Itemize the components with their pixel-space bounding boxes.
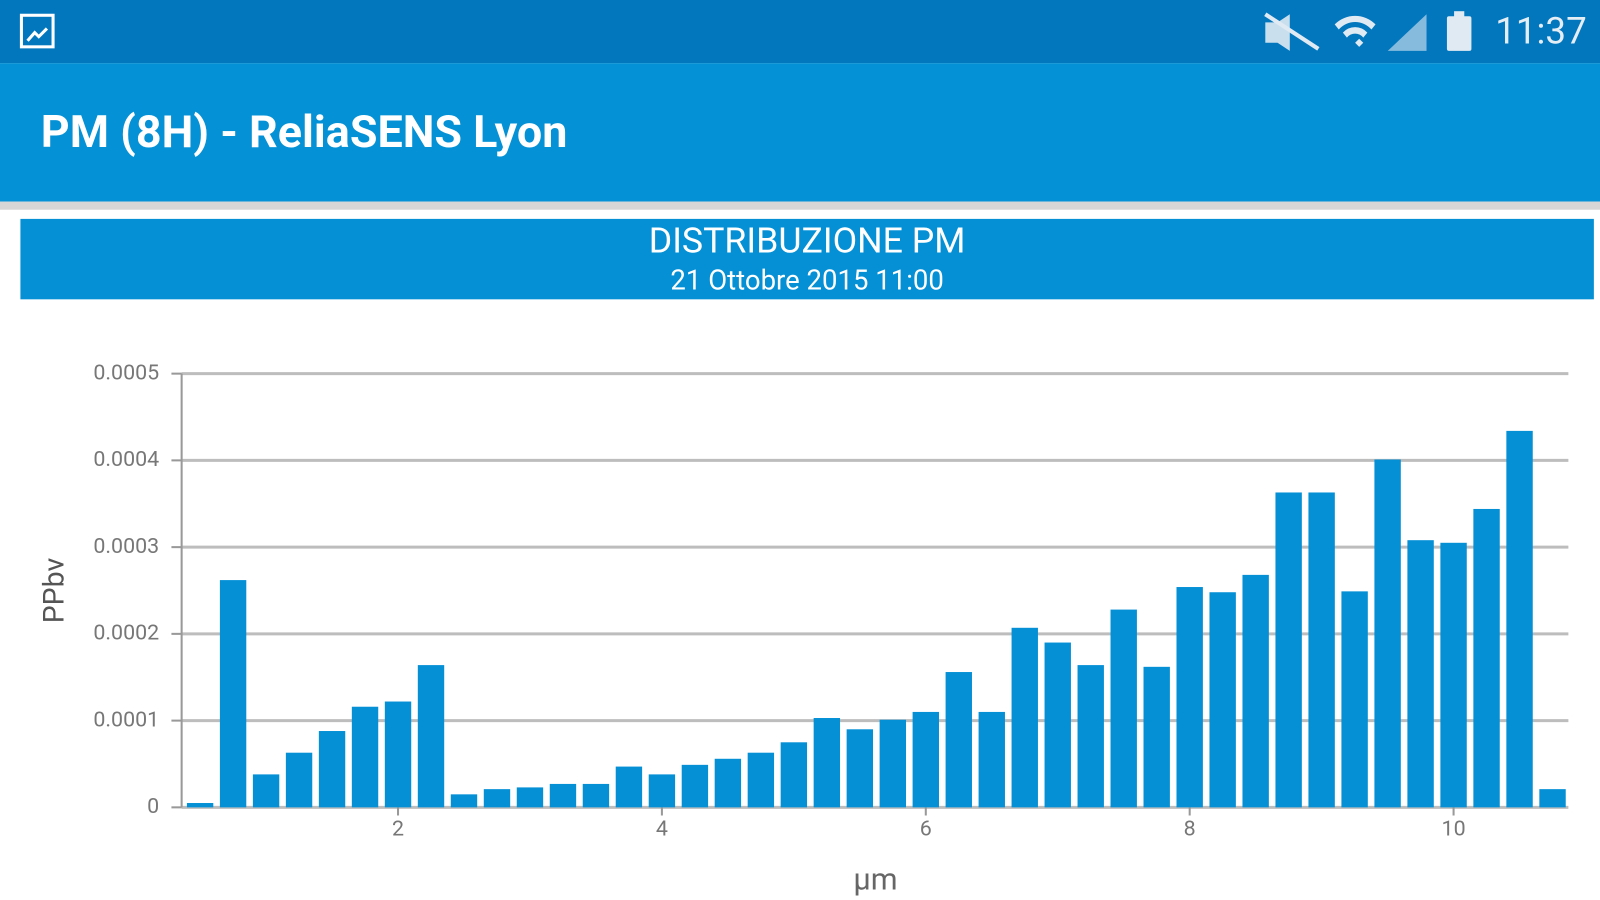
bar <box>1044 642 1071 808</box>
x-axis-label: µm <box>853 863 897 898</box>
bar <box>1440 542 1467 808</box>
y-tick-label: 0.0001 <box>93 707 159 732</box>
x-tick-label: 8 <box>1184 816 1196 841</box>
bar <box>912 711 939 808</box>
bar <box>318 731 346 808</box>
bar <box>1176 587 1203 808</box>
bar <box>747 752 775 808</box>
bar <box>813 718 841 808</box>
chart-header <box>20 218 1594 300</box>
bar <box>648 774 676 808</box>
app-bar-shadow <box>0 201 1600 210</box>
y-tick-label: 0.0004 <box>93 447 159 472</box>
y-tick-label: 0.0002 <box>93 621 159 646</box>
bar <box>1143 666 1170 808</box>
bar <box>615 766 643 808</box>
bar <box>978 711 1005 808</box>
bar <box>846 729 874 808</box>
y-axis-label: PPbv <box>38 558 71 624</box>
bar <box>351 706 379 808</box>
y-tick-label: 0 <box>147 794 159 819</box>
bar <box>549 783 577 808</box>
bar <box>1209 592 1236 808</box>
bar <box>219 580 247 808</box>
bar <box>252 774 280 808</box>
bar <box>450 794 478 808</box>
chart-subtitle: 21 Ottobre 2015 11:00 <box>670 263 943 296</box>
status-bar <box>0 0 1600 64</box>
status-icons <box>1264 11 1472 51</box>
gallery-icon <box>19 13 55 49</box>
bar <box>681 764 709 808</box>
x-tick-label: 4 <box>656 816 668 841</box>
bar <box>1407 540 1434 808</box>
bar <box>384 701 412 808</box>
chart-title: DISTRIBUZIONE PM <box>649 220 966 262</box>
bar <box>1110 609 1137 808</box>
bar <box>285 752 313 808</box>
bar <box>483 789 511 808</box>
y-tick-label: 0.0005 <box>93 360 159 385</box>
plot: 0 0.0001 0.0002 0.0003 0.0004 0.0005 2 4 6 8 10 <box>93 360 1569 841</box>
bar <box>1374 459 1401 808</box>
y-tick-label: 0.0003 <box>93 534 159 559</box>
status-time: 11:37 <box>1495 9 1586 52</box>
bar <box>516 787 544 808</box>
bar <box>1242 574 1269 808</box>
bar <box>1506 430 1533 808</box>
bar <box>1308 492 1335 808</box>
bar <box>1473 508 1500 808</box>
bar <box>1077 665 1104 808</box>
x-tick-label: 10 <box>1442 816 1466 841</box>
app-title: PM (8H) - ReliaSENS Lyon <box>41 105 568 158</box>
x-tick-label: 2 <box>392 816 404 841</box>
bar <box>780 742 808 808</box>
bar <box>186 803 214 808</box>
bar <box>1275 492 1302 808</box>
x-tick-label: 6 <box>920 816 932 841</box>
bar <box>417 665 445 808</box>
bar <box>1539 789 1566 808</box>
bar <box>582 783 610 808</box>
bar <box>714 758 742 808</box>
bar <box>1341 591 1368 808</box>
bar <box>945 672 972 808</box>
bar <box>1011 627 1038 808</box>
app-bar <box>0 63 1600 202</box>
bar <box>879 719 907 808</box>
